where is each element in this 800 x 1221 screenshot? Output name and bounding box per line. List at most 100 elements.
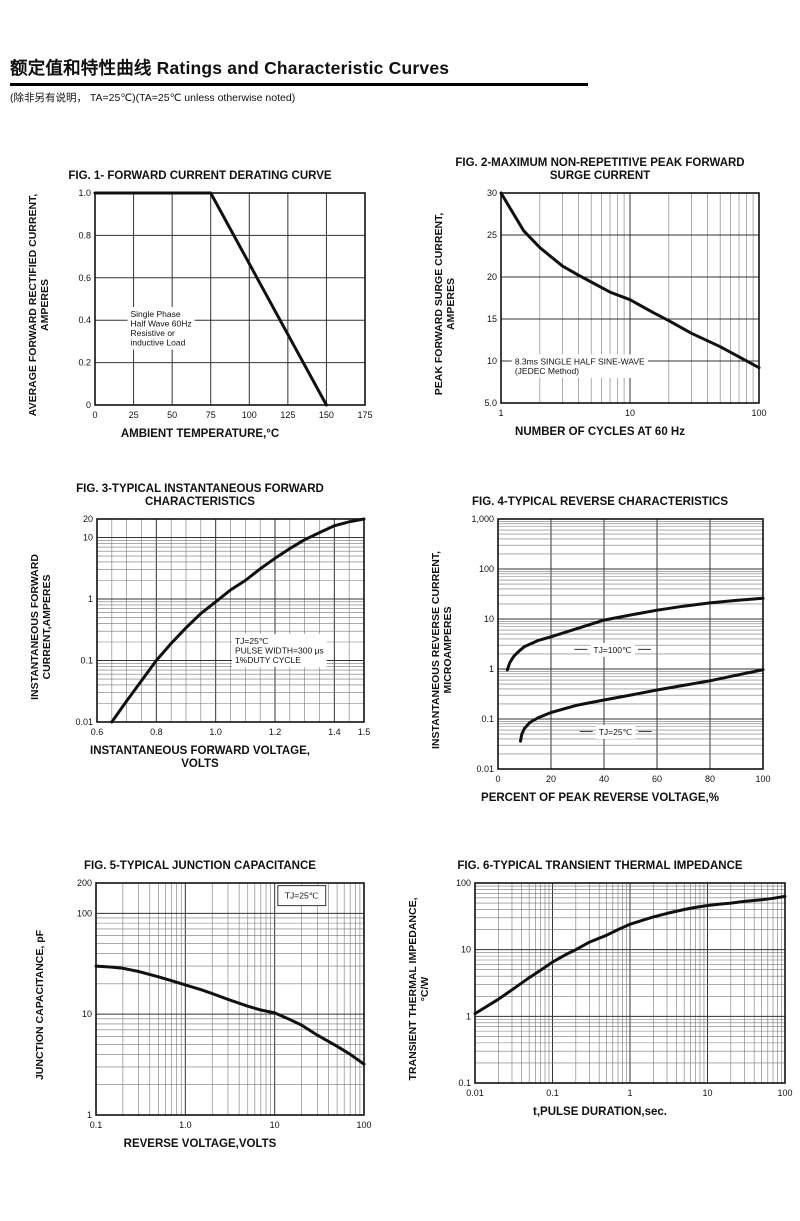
fig2-plot: 1 10 100 5.0 10 15 20 25 30 8.3ms SINGLE HALF SIN… xyxy=(484,188,766,418)
fig2-block: FIG. 2-MAXIMUM NON-REPETITIVE PEAK FORWA… xyxy=(400,155,800,441)
fig1-block: FIG. 1- FORWARD CURRENT DERATING CURVE A… xyxy=(0,155,400,441)
svg-text:TJ=25℃: TJ=25℃ xyxy=(598,727,632,737)
datasheet-page: 额定值和特性曲线 Ratings and Characteristic Curv… xyxy=(0,58,800,1151)
svg-text:0.1: 0.1 xyxy=(546,1088,559,1098)
svg-text:10: 10 xyxy=(625,408,635,418)
svg-text:1: 1 xyxy=(466,1011,471,1021)
svg-text:TJ=25℃: TJ=25℃ xyxy=(285,891,319,901)
fig1-title-line1: FIG. 1- FORWARD CURRENT DERATING CURVE xyxy=(68,170,332,182)
svg-text:0.01: 0.01 xyxy=(466,1088,484,1098)
svg-text:40: 40 xyxy=(598,774,608,784)
fig3-x-axis-label: INSTANTANEOUS FORWARD VOLTAGE, VOLTS xyxy=(90,745,310,770)
annotation: TJ=100℃ xyxy=(573,642,651,657)
curve-tj-100c xyxy=(505,596,764,672)
fig4-title-line1: FIG. 4-TYPICAL REVERSE CHARACTERISTICS xyxy=(471,496,728,508)
svg-text:0: 0 xyxy=(86,400,91,410)
svg-text:8.3ms SINGLE HALF SINE-WAVE: 8.3ms SINGLE HALF SINE-WAVE xyxy=(515,356,645,366)
svg-text:1.2: 1.2 xyxy=(268,727,281,737)
svg-text:0.1: 0.1 xyxy=(80,656,93,666)
fig6-title: FIG. 6-TYPICAL TRANSIENT THERMAL IMPEDAN… xyxy=(457,845,742,873)
svg-text:1.0: 1.0 xyxy=(179,1120,192,1130)
svg-text:1: 1 xyxy=(87,1110,92,1120)
svg-text:0.01: 0.01 xyxy=(75,717,93,727)
svg-text:10: 10 xyxy=(487,356,497,366)
svg-text:10: 10 xyxy=(702,1088,712,1098)
svg-text:1%DUTY CYCLE: 1%DUTY CYCLE xyxy=(234,655,300,665)
svg-text:0.1: 0.1 xyxy=(458,1078,471,1088)
fig1-title: FIG. 1- FORWARD CURRENT DERATING CURVE xyxy=(68,155,331,183)
fig2-x-axis-label: NUMBER OF CYCLES AT 60 Hz xyxy=(515,426,685,438)
svg-text:200: 200 xyxy=(77,878,92,888)
svg-text:0.1: 0.1 xyxy=(481,714,494,724)
svg-text:60: 60 xyxy=(651,774,661,784)
fig4-x-axis-label: PERCENT OF PEAK REVERSE VOLTAGE,% xyxy=(481,792,719,804)
fig5-title-line1: FIG. 5-TYPICAL JUNCTION CAPACITANCE xyxy=(84,860,316,872)
svg-text:(JEDEC Method): (JEDEC Method) xyxy=(515,366,579,376)
fig4-y-axis-label: INSTANTANEOUS REVERSE CURRENT, MICROAMPE… xyxy=(429,551,454,749)
title-underline xyxy=(10,83,588,86)
svg-text:1,000: 1,000 xyxy=(471,514,494,524)
curve-forward-characteristic xyxy=(109,517,365,724)
svg-text:10: 10 xyxy=(82,533,92,543)
svg-text:10: 10 xyxy=(483,614,493,624)
fig5-block: FIG. 5-TYPICAL JUNCTION CAPACITANCE JUNC… xyxy=(0,845,400,1151)
svg-text:1: 1 xyxy=(87,594,92,604)
svg-text:0.01: 0.01 xyxy=(476,764,494,774)
svg-text:25: 25 xyxy=(129,410,139,420)
page-title: 额定值和特性曲线 Ratings and Characteristic Curv… xyxy=(10,58,450,78)
fig1-x-axis-label: AMBIENT TEMPERATURE,°C xyxy=(120,428,280,440)
fig6-x-axis-label: t,PULSE DURATION,sec. xyxy=(533,1106,667,1118)
fig2-title-line1: FIG. 2-MAXIMUM NON-REPETITIVE PEAK FORWA… xyxy=(455,157,745,169)
annotation: TJ=25℃ xyxy=(277,885,327,907)
svg-text:100: 100 xyxy=(242,410,257,420)
svg-text:20: 20 xyxy=(487,272,497,282)
charts-grid: FIG. 1- FORWARD CURRENT DERATING CURVE A… xyxy=(0,155,800,1151)
svg-text:100: 100 xyxy=(456,878,471,888)
svg-text:100: 100 xyxy=(77,908,92,918)
svg-text:1.0: 1.0 xyxy=(78,188,91,198)
svg-text:10: 10 xyxy=(82,1009,92,1019)
curve-transient-thermal-impedance xyxy=(473,894,787,1016)
fig6-y-axis-label: TRANSIENT THERMAL IMPEDANCE, °C/W xyxy=(407,897,431,1081)
svg-text:75: 75 xyxy=(206,410,216,420)
fig5-x-axis-label: REVERSE VOLTAGE,VOLTS xyxy=(123,1138,277,1150)
svg-text:1: 1 xyxy=(488,664,493,674)
fig4-title: FIG. 4-TYPICAL REVERSE CHARACTERISTICS xyxy=(472,481,728,509)
fig2-title-line2: SURGE CURRENT xyxy=(549,170,651,182)
fig6-title-line1: FIG. 6-TYPICAL TRANSIENT THERMAL IMPEDAN… xyxy=(457,860,743,872)
fig2-title: FIG. 2-MAXIMUM NON-REPETITIVE PEAK FORWA… xyxy=(455,155,744,183)
svg-text:100: 100 xyxy=(755,774,770,784)
curve-junction-capacitance xyxy=(94,964,366,1066)
fig6-block: FIG. 6-TYPICAL TRANSIENT THERMAL IMPEDAN… xyxy=(400,845,800,1151)
svg-text:TJ=25℃: TJ=25℃ xyxy=(234,636,268,646)
svg-text:10: 10 xyxy=(270,1120,280,1130)
svg-text:80: 80 xyxy=(704,774,714,784)
svg-text:0.2: 0.2 xyxy=(78,358,91,368)
svg-text:1.4: 1.4 xyxy=(328,727,341,737)
svg-text:100: 100 xyxy=(751,408,766,418)
svg-text:150: 150 xyxy=(319,410,334,420)
svg-text:0.8: 0.8 xyxy=(78,230,91,240)
svg-text:5.0: 5.0 xyxy=(484,398,497,408)
svg-text:PULSE WIDTH=300 μs: PULSE WIDTH=300 μs xyxy=(234,646,323,656)
svg-text:Resistive or: Resistive or xyxy=(130,328,175,338)
fig4-plot: 0 20 40 60 80 100 0.01 0.1 1 10 100 1,000 TJ=100℃ TJ=… xyxy=(471,514,770,784)
fig3-y-axis-label: INSTANTANEOUS FORWARD CURRENT,AMPERES xyxy=(28,553,53,700)
svg-text:0: 0 xyxy=(495,774,500,784)
svg-text:0.4: 0.4 xyxy=(78,315,91,325)
svg-text:100: 100 xyxy=(356,1120,371,1130)
svg-text:15: 15 xyxy=(487,314,497,324)
fig1-y-axis-label: AVERAGE FORWARD RECTIFIED CURRENT, AMPER… xyxy=(27,193,51,417)
fig3-block: FIG. 3-TYPICAL INSTANTANEOUS FORWARD CHA… xyxy=(0,481,400,805)
svg-text:175: 175 xyxy=(357,410,372,420)
fig4-block: FIG. 4-TYPICAL REVERSE CHARACTERISTICS I… xyxy=(400,481,800,805)
svg-text:1.0: 1.0 xyxy=(209,727,222,737)
svg-text:Half Wave 60Hz: Half Wave 60Hz xyxy=(130,319,191,329)
svg-text:20: 20 xyxy=(82,514,92,524)
svg-text:1: 1 xyxy=(498,408,503,418)
svg-text:25: 25 xyxy=(487,230,497,240)
svg-text:100: 100 xyxy=(478,564,493,574)
